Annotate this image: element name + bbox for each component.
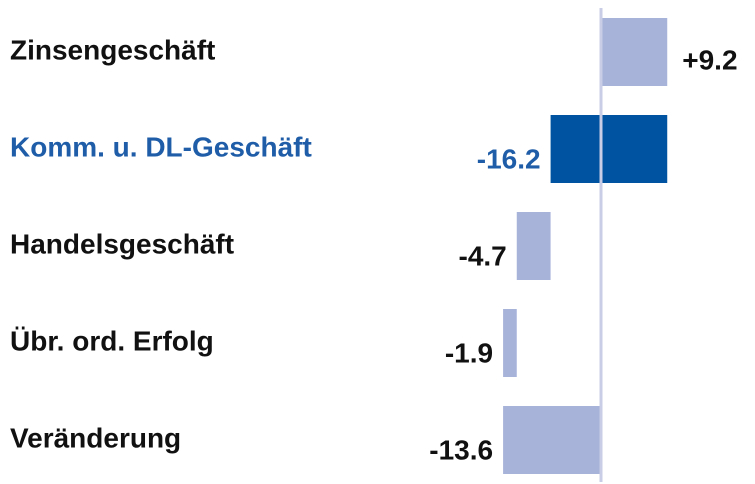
bar (503, 406, 601, 474)
bar (550, 115, 668, 183)
category-label: Veränderung (10, 422, 181, 453)
value-label: -4.7 (459, 240, 507, 271)
category-label: Zinsengeschäft (10, 34, 215, 65)
bar (516, 212, 551, 280)
value-label: -16.2 (477, 143, 541, 174)
category-label: Übr. ord. Erfolg (10, 325, 214, 356)
category-label: Handelsgeschäft (10, 228, 234, 259)
category-label: Komm. u. DL-Geschäft (10, 131, 312, 162)
value-label: -1.9 (445, 337, 493, 368)
value-label: +9.2 (682, 44, 737, 75)
bar (601, 18, 668, 86)
bar (503, 309, 517, 377)
value-label: -13.6 (429, 434, 493, 465)
